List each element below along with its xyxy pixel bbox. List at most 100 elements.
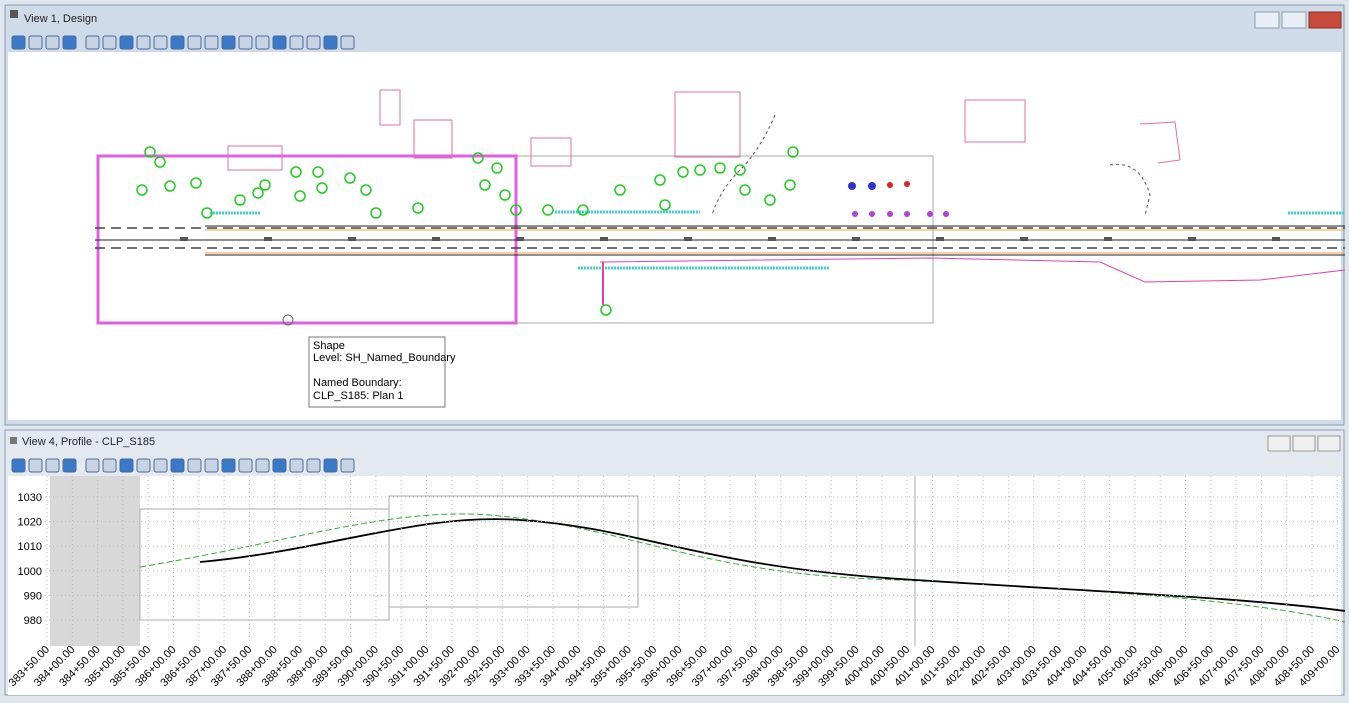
toolbar-icon[interactable]	[170, 458, 185, 473]
profile-drawing	[139, 476, 1346, 646]
elevation-label: 1000	[18, 566, 42, 578]
window-controls[interactable]	[1267, 435, 1341, 452]
tooltip	[308, 336, 446, 408]
tree	[259, 179, 271, 191]
tree	[344, 172, 356, 184]
elevation-label: 980	[24, 615, 42, 627]
toolbar-icon[interactable]	[170, 35, 185, 50]
toolbar-icon[interactable]	[153, 458, 168, 473]
toolbar-icon[interactable]	[45, 458, 60, 473]
toolbar-icon[interactable]	[221, 458, 236, 473]
toolbar-icon[interactable]	[119, 35, 134, 50]
symbol	[848, 182, 856, 190]
tree	[734, 164, 746, 176]
tree	[659, 199, 671, 211]
tree	[136, 184, 148, 196]
toolbar-icon[interactable]	[340, 35, 355, 50]
toolbar-icon[interactable]	[102, 35, 117, 50]
symbol	[887, 182, 893, 188]
tree	[764, 194, 776, 206]
station-mark	[852, 237, 860, 241]
tree	[144, 146, 156, 158]
toolbar-icon[interactable]	[62, 458, 77, 473]
symbol	[904, 181, 910, 187]
tree	[294, 190, 306, 202]
tree	[316, 182, 328, 194]
elevation-label: 990	[24, 590, 42, 602]
elevation-label: 1020	[18, 517, 42, 529]
toolbar-icon[interactable]	[136, 35, 151, 50]
station-mark	[768, 237, 776, 241]
toolbar-icon[interactable]	[136, 458, 151, 473]
station-mark	[1104, 237, 1112, 241]
symbol	[887, 211, 893, 217]
toolbar-icon[interactable]	[238, 458, 253, 473]
toolbar-icon[interactable]	[28, 35, 43, 50]
tree	[600, 304, 612, 316]
profile-canvas	[8, 476, 1341, 695]
tooltip-text: Level: SH_Named_Boundary	[313, 352, 456, 364]
station-mark	[936, 237, 944, 241]
elevation-label: 1030	[18, 492, 42, 504]
station-mark	[1188, 237, 1196, 241]
toolbar[interactable]	[11, 458, 355, 473]
toolbar-icon[interactable]	[85, 35, 100, 50]
station-mark	[180, 237, 188, 241]
toolbar-icon[interactable]	[272, 35, 287, 50]
toolbar-icon[interactable]	[11, 458, 26, 473]
tree	[739, 184, 751, 196]
toolbar-icon[interactable]	[323, 458, 338, 473]
toolbar-icon[interactable]	[11, 35, 26, 50]
tree	[252, 187, 264, 199]
toolbar-icon[interactable]	[62, 35, 77, 50]
toolbar-icon[interactable]	[323, 35, 338, 50]
window-icon	[10, 10, 18, 18]
tree	[577, 204, 589, 216]
toolbar-icon[interactable]	[255, 458, 270, 473]
window-controls[interactable]	[1254, 11, 1342, 29]
toolbar-icon[interactable]	[204, 35, 219, 50]
tree	[694, 164, 706, 176]
toolbar-icon[interactable]	[289, 458, 304, 473]
cursor	[282, 314, 294, 326]
station-mark	[348, 237, 356, 241]
tree	[190, 177, 202, 189]
toolbar-icon[interactable]	[289, 35, 304, 50]
symbol	[927, 211, 933, 217]
toolbar-icon[interactable]	[204, 458, 219, 473]
tree	[787, 146, 799, 158]
design-drawing	[95, 89, 1346, 325]
symbol	[868, 182, 876, 190]
toolbar-icon[interactable]	[255, 35, 270, 50]
station-mark	[432, 237, 440, 241]
station-mark	[516, 237, 524, 241]
toolbar-icon[interactable]	[306, 35, 321, 50]
toolbar-icon[interactable]	[272, 458, 287, 473]
toolbar-icon[interactable]	[153, 35, 168, 50]
symbol	[904, 211, 910, 217]
toolbar-icon[interactable]	[119, 458, 134, 473]
toolbar-icon[interactable]	[306, 458, 321, 473]
toolbar-icon[interactable]	[45, 35, 60, 50]
toolbar-icon[interactable]	[221, 35, 236, 50]
tree	[614, 184, 626, 196]
window-title: View 4, Profile - CLP_S185	[22, 436, 155, 448]
toolbar-icon[interactable]	[340, 458, 355, 473]
toolbar-icon[interactable]	[238, 35, 253, 50]
tree	[234, 194, 246, 206]
toolbar-icon[interactable]	[187, 35, 202, 50]
tree	[154, 156, 166, 168]
toolbar-icon[interactable]	[85, 458, 100, 473]
toolbar-icon[interactable]	[28, 458, 43, 473]
tree	[654, 174, 666, 186]
toolbar[interactable]	[11, 35, 355, 50]
toolbar-icon[interactable]	[102, 458, 117, 473]
symbol	[869, 211, 875, 217]
tree	[472, 152, 484, 164]
tree	[510, 204, 522, 216]
toolbar-icon[interactable]	[187, 458, 202, 473]
station-mark	[1272, 237, 1280, 241]
tree	[677, 166, 689, 178]
